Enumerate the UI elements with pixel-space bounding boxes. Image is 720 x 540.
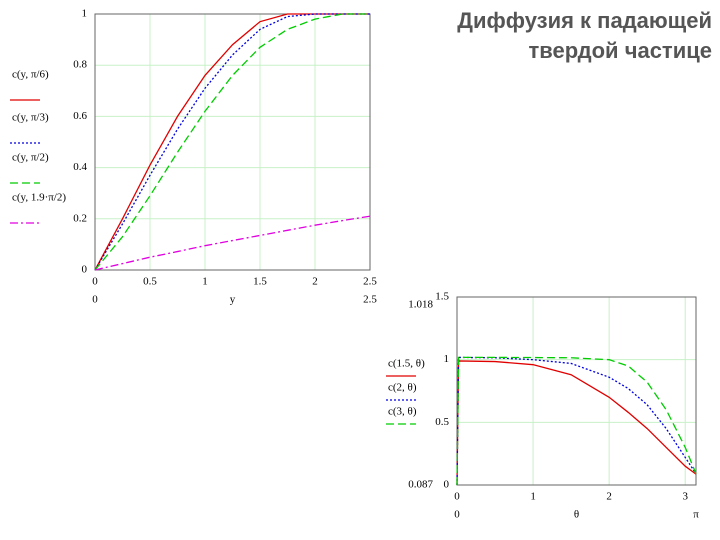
x-axis-label: y [230, 294, 236, 306]
series-line [456, 360, 697, 486]
y-tick-label: 0 [82, 264, 88, 276]
plot-frame [456, 296, 697, 486]
series-line [94, 13, 370, 271]
x-tick-label: 1.5 [253, 276, 267, 288]
y-tick-label: 0.4 [73, 161, 87, 173]
legend-label: c(y, π/6) [12, 69, 49, 81]
legend-label: c(3, θ) [388, 406, 417, 418]
y-tick-label: 0.5 [435, 416, 449, 428]
y-tick-label: 1.5 [435, 291, 449, 303]
legend-label: c(1.5, θ) [388, 358, 425, 370]
y-tick-label: 1 [444, 353, 450, 365]
x-axis-label: θ [574, 509, 579, 521]
x-range-label: π [693, 509, 699, 521]
x-range-label: 0 [454, 509, 460, 521]
x-tick-label: 0 [454, 491, 460, 503]
series-line [94, 215, 371, 271]
plot-frame [94, 13, 371, 271]
x-tick-label: 3 [682, 491, 688, 503]
x-tick-label: 2 [606, 491, 612, 503]
y-tick-label: 0.2 [73, 212, 87, 224]
slide-title: Диффузия к падающей твердой частице [457, 6, 712, 66]
x-tick-label: 1 [202, 276, 208, 288]
title-line: твердой частице [528, 38, 712, 63]
y-tick-label: 0 [444, 479, 450, 491]
legend-label: c(y, π/2) [12, 152, 49, 164]
x-tick-label: 0 [92, 276, 98, 288]
series-line [456, 356, 697, 486]
x-range-label: 0 [92, 294, 98, 306]
y-range-label: 0.087 [408, 479, 433, 491]
x-tick-label: 2 [312, 276, 318, 288]
x-tick-label: 2.5 [363, 276, 377, 288]
x-tick-label: 1 [530, 491, 536, 503]
legend-label: c(y, π/3) [12, 112, 49, 124]
title-line: Диффузия к падающей [457, 8, 712, 33]
series-line [94, 13, 370, 271]
series-line [94, 13, 370, 271]
x-range-label: 2.5 [363, 294, 377, 306]
y-tick-label: 0.6 [73, 110, 87, 122]
y-tick-label: 0.8 [73, 59, 87, 71]
x-tick-label: 0.5 [143, 276, 157, 288]
legend-label: c(2, θ) [388, 382, 417, 394]
y-tick-label: 1 [82, 8, 88, 20]
y-range-label: 1.018 [408, 299, 433, 311]
series-line [456, 356, 697, 486]
legend-label: c(y, 1.9·π/2) [12, 192, 66, 204]
